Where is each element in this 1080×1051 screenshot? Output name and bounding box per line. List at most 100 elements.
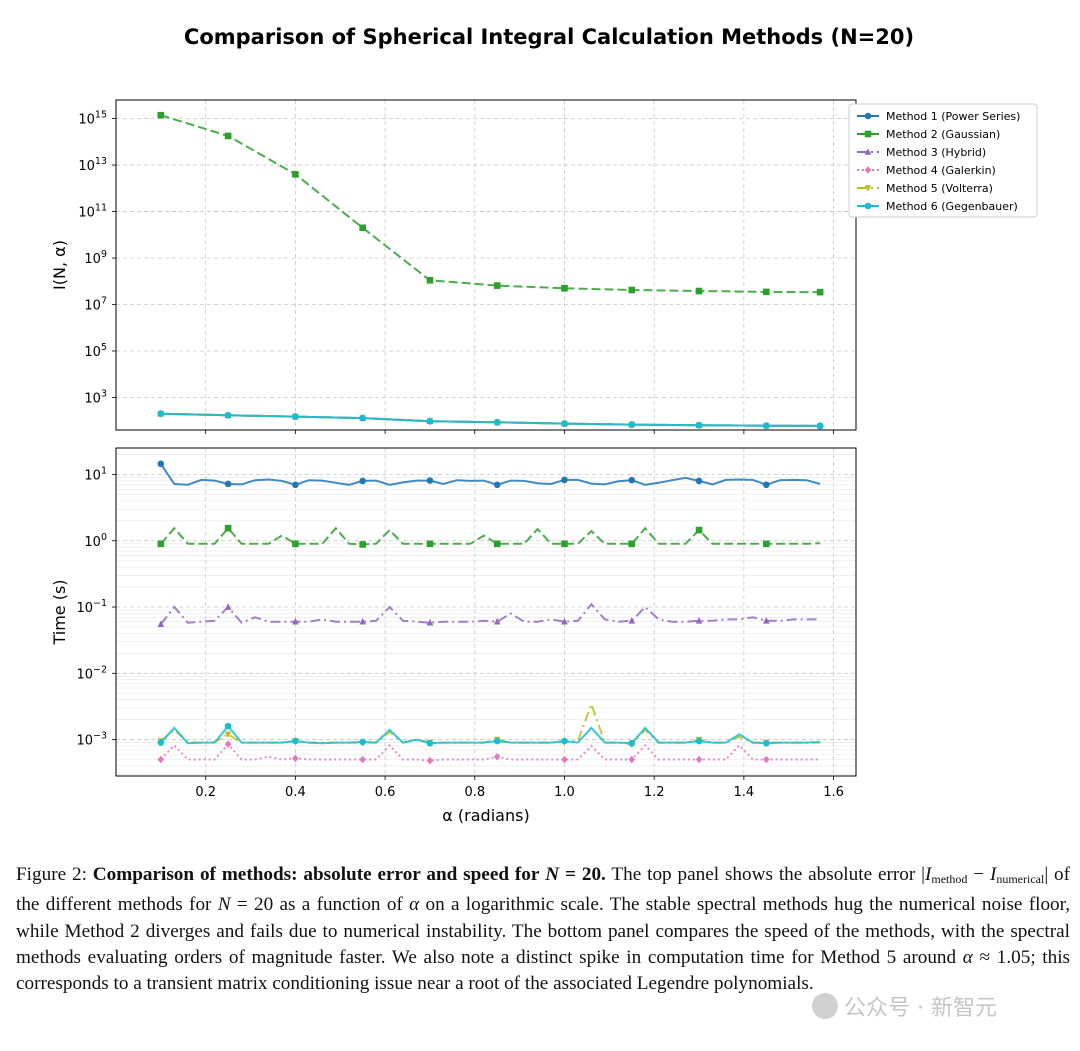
- x-tick-label: 1.0: [554, 785, 575, 800]
- data-point: [628, 739, 636, 747]
- legend-label: Method 3 (Hybrid): [886, 146, 986, 159]
- caption-alpha-2: α: [962, 946, 973, 968]
- data-point: [292, 413, 299, 420]
- y-tick-label: 1011: [78, 203, 107, 221]
- y-tick-label: 109: [84, 249, 107, 267]
- caption-text-2: | of the different methods for: [16, 864, 1071, 916]
- y-tick-label: 105: [84, 342, 107, 360]
- legend-marker: [864, 202, 872, 210]
- legend-marker: [864, 112, 872, 120]
- series-line-2: [160, 114, 821, 294]
- top-panel: 103 105 107 109 1011 1013 1015 I(N, α): [50, 99, 857, 434]
- caption-label: Figure 2:: [16, 864, 87, 885]
- series-line-2: [160, 526, 821, 546]
- data-point: [157, 620, 165, 628]
- data-point: [359, 414, 366, 422]
- data-point: [493, 752, 501, 761]
- figure: Comparison of Spherical Integral Calcula…: [50, 25, 1038, 825]
- x-tick-label: 1.2: [644, 785, 665, 800]
- data-point: [224, 480, 232, 488]
- y-tick-label: 1013: [78, 156, 107, 174]
- legend-label: Method 6 (Gegenbauer): [886, 200, 1018, 213]
- y-tick-label: 10−2: [76, 664, 107, 682]
- data-point: [561, 540, 568, 548]
- data-point: [224, 740, 232, 749]
- wechat-icon: [812, 993, 838, 1019]
- data-point: [816, 422, 824, 430]
- legend-label: Method 2 (Gaussian): [886, 128, 1000, 141]
- series-line-6: [160, 412, 821, 427]
- caption-bold: Comparison of methods: absolute error an…: [92, 864, 540, 885]
- data-point: [359, 617, 366, 625]
- x-axis-label: α (radians): [442, 806, 529, 825]
- data-point: [292, 754, 299, 763]
- data-point: [493, 540, 501, 548]
- data-point: [292, 171, 299, 178]
- x-tick-label: 0.2: [195, 785, 216, 800]
- caption-text-5: ≈ 1.05; this corresponds to a transient …: [16, 946, 1071, 995]
- data-point: [763, 739, 770, 747]
- y-axis-label: I(N, α): [50, 240, 69, 290]
- data-point: [224, 731, 232, 739]
- caption-text-1: The top panel shows the absolute error |: [611, 864, 925, 885]
- data-point: [561, 420, 568, 427]
- series-line-5: [160, 701, 821, 746]
- data-point: [493, 617, 501, 625]
- data-point: [628, 421, 636, 428]
- data-point: [763, 540, 770, 548]
- y-tick-label: 107: [84, 296, 107, 314]
- watermark-text: 公众号 · 新智元: [844, 996, 997, 1021]
- caption-text-3: = 20 as a function of: [236, 894, 403, 916]
- figure-title: Comparison of Spherical Integral Calcula…: [184, 25, 914, 49]
- data-point: [493, 737, 501, 745]
- y-tick-label: 100: [84, 532, 107, 550]
- x-tick-label: 1.4: [734, 785, 755, 800]
- data-point: [157, 755, 165, 764]
- data-point: [628, 540, 636, 548]
- data-point: [426, 618, 434, 626]
- data-point: [224, 132, 232, 140]
- caption-N: N: [217, 894, 231, 916]
- legend-marker: [864, 130, 872, 138]
- data-point: [695, 477, 703, 485]
- data-point: [426, 477, 434, 484]
- data-point: [695, 421, 703, 429]
- y-axis-label: Time (s): [50, 579, 69, 645]
- legend-marker: [864, 148, 872, 155]
- legend-marker: [864, 185, 872, 192]
- caption-text-4: on a logarithmic scale. The stable spect…: [16, 894, 1071, 968]
- caption-sub-numerical: numerical: [996, 872, 1045, 886]
- legend-label: Method 5 (Volterra): [886, 182, 993, 195]
- data-point: [763, 288, 770, 296]
- data-point: [493, 419, 501, 426]
- plot-frame: [115, 99, 857, 431]
- data-point: [695, 737, 703, 745]
- legend: Method 1 (Power Series) Method 2 (Gaussia…: [848, 103, 1038, 218]
- watermark: 公众号 · 新智元: [812, 990, 997, 1022]
- caption-sub-method: method: [931, 872, 968, 886]
- y-tick-label: 103: [84, 388, 107, 406]
- y-tick-label: 101: [84, 466, 107, 484]
- data-point: [561, 476, 568, 484]
- legend-marker: [864, 166, 872, 174]
- data-point: [426, 277, 434, 284]
- x-tick-label: 0.6: [375, 785, 396, 800]
- data-point: [561, 737, 568, 745]
- data-point: [763, 422, 770, 429]
- legend-box: [848, 103, 1038, 218]
- data-point: [763, 616, 770, 624]
- x-tick-label: 0.8: [464, 785, 485, 800]
- data-point: [561, 284, 568, 292]
- data-point: [695, 526, 703, 534]
- data-point: [426, 739, 434, 747]
- data-point: [426, 540, 434, 548]
- data-point: [292, 737, 299, 745]
- series-line-3: [160, 602, 821, 625]
- data-point: [157, 739, 165, 746]
- caption-alpha: α: [409, 894, 420, 916]
- y-tick-label: 1015: [78, 110, 107, 128]
- data-point: [426, 756, 434, 765]
- caption-I2: I: [989, 864, 997, 885]
- data-point: [763, 481, 770, 489]
- series-line-1: [159, 463, 821, 486]
